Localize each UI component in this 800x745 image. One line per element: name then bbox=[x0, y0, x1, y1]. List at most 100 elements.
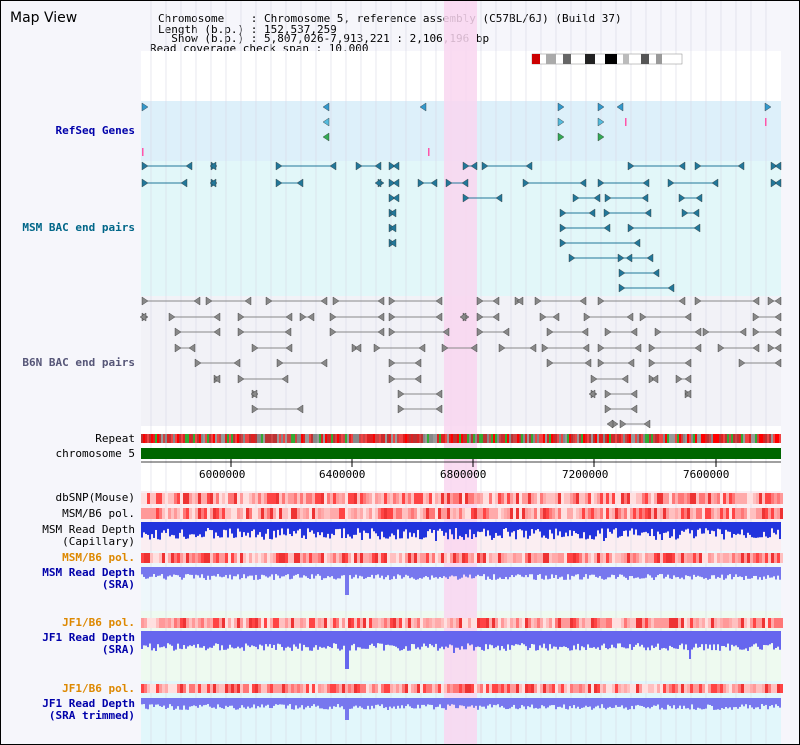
feature-arrow bbox=[684, 312, 692, 322]
feature-arrow bbox=[619, 419, 627, 429]
feature-arrow bbox=[774, 178, 782, 188]
feature-arrow bbox=[618, 268, 626, 278]
repeat-label: Repeat bbox=[95, 432, 135, 445]
feature-arrow bbox=[193, 296, 201, 306]
feature-arrow bbox=[188, 343, 196, 353]
feature-arrow bbox=[643, 419, 651, 429]
feature-arrow bbox=[626, 312, 634, 322]
feature-arrow bbox=[442, 327, 450, 337]
feature-arrow bbox=[603, 208, 611, 218]
feature-arrow bbox=[185, 161, 193, 171]
feature-arrow bbox=[617, 253, 625, 263]
refseq-genes-label[interactable]: RefSeq Genes bbox=[55, 124, 135, 137]
feature-tick bbox=[142, 148, 144, 156]
msm-depth-sra-label[interactable]: MSM Read Depth bbox=[42, 566, 135, 579]
feature-arrow bbox=[641, 193, 649, 203]
chromosome-bar bbox=[141, 448, 781, 459]
feature-arrow bbox=[525, 161, 533, 171]
feature-arrow bbox=[667, 178, 675, 188]
feature-arrow bbox=[627, 223, 635, 233]
feature-arrow bbox=[233, 358, 241, 368]
feature-arrow bbox=[285, 312, 293, 322]
feature-arrow bbox=[492, 312, 500, 322]
jf1-depth-trim-label[interactable]: JF1 Read Depth bbox=[42, 697, 135, 710]
feature-arrow bbox=[559, 223, 567, 233]
feature-arrow bbox=[296, 404, 304, 414]
feature-arrow bbox=[692, 208, 700, 218]
feature-arrow bbox=[597, 178, 605, 188]
feature-arrow bbox=[139, 312, 147, 322]
feature-arrow bbox=[194, 358, 202, 368]
feature-arrow bbox=[581, 327, 589, 337]
b6n-bac-label[interactable]: B6N BAC end pairs bbox=[22, 356, 135, 369]
feature-arrow bbox=[392, 178, 400, 188]
feature-arrow bbox=[461, 178, 469, 188]
msm-depth-capillary-label[interactable]: MSM Read Depth bbox=[42, 523, 135, 536]
feature-arrow bbox=[329, 161, 337, 171]
feature-arrow bbox=[646, 253, 654, 263]
msm-b6-pol-sra-label[interactable]: MSM/B6 pol. bbox=[62, 551, 135, 564]
coverage-span-info: Read coverage check span : 10,000 bbox=[150, 42, 369, 55]
feature-arrow bbox=[459, 312, 467, 322]
msm-b6-pol-label[interactable]: MSM/B6 pol. bbox=[62, 507, 135, 520]
feature-arrow bbox=[417, 178, 425, 188]
centromere-marker bbox=[532, 54, 540, 64]
feature-arrow bbox=[559, 208, 567, 218]
feature-arrow bbox=[694, 296, 702, 306]
feature-arrow bbox=[568, 253, 576, 263]
feature-arrow bbox=[435, 312, 443, 322]
feature-arrow bbox=[572, 193, 580, 203]
feature-arrow bbox=[435, 389, 443, 399]
feature-arrow bbox=[276, 358, 284, 368]
jf1-depth-sra-label[interactable]: JF1 Read Depth bbox=[42, 631, 135, 644]
jf1-depth-sra-sub: (SRA) bbox=[101, 643, 135, 656]
feature-arrow bbox=[141, 102, 149, 112]
feature-arrow bbox=[593, 193, 601, 203]
msm-bac-label[interactable]: MSM BAC end pairs bbox=[22, 221, 135, 234]
feature-arrow bbox=[604, 404, 612, 414]
feature-arrow bbox=[481, 161, 489, 171]
axis-tick-label: 6800000 bbox=[440, 468, 487, 481]
msm-depth-sra-sub: (SRA) bbox=[101, 578, 135, 591]
feature-arrow bbox=[738, 358, 746, 368]
feature-arrow bbox=[717, 343, 725, 353]
feature-arrow bbox=[329, 327, 337, 337]
feature-arrow bbox=[141, 161, 149, 171]
feature-arrow bbox=[630, 389, 638, 399]
feature-arrow bbox=[597, 358, 605, 368]
feature-arrow bbox=[389, 238, 397, 248]
feature-arrow bbox=[552, 312, 560, 322]
dbsnp-label[interactable]: dbSNP(Mouse) bbox=[55, 491, 135, 504]
feature-arrow bbox=[414, 374, 422, 384]
feature-arrow bbox=[441, 343, 449, 353]
feature-arrow bbox=[648, 358, 656, 368]
jf1-b6-pol-trim-label[interactable]: JF1/B6 pol. bbox=[62, 682, 135, 695]
feature-arrow bbox=[374, 161, 382, 171]
feature-arrow bbox=[752, 327, 760, 337]
feature-arrow bbox=[244, 296, 252, 306]
feature-arrow bbox=[377, 312, 385, 322]
feature-arrow bbox=[388, 358, 396, 368]
feature-arrow bbox=[388, 193, 396, 203]
feature-arrow bbox=[684, 389, 692, 399]
feature-arrow bbox=[251, 343, 259, 353]
feature-arrow bbox=[774, 327, 782, 337]
feature-arrow bbox=[470, 161, 478, 171]
feature-arrow bbox=[275, 161, 283, 171]
feature-arrow bbox=[237, 327, 245, 337]
feature-arrow bbox=[516, 296, 524, 306]
feature-arrow bbox=[634, 343, 642, 353]
feature-arrow bbox=[774, 296, 782, 306]
feature-arrow bbox=[285, 343, 293, 353]
feature-arrow bbox=[684, 358, 692, 368]
feature-arrow bbox=[767, 296, 775, 306]
feature-arrow bbox=[529, 343, 537, 353]
feature-arrow bbox=[389, 208, 397, 218]
feature-arrow bbox=[588, 208, 596, 218]
jf1-b6-pol-label[interactable]: JF1/B6 pol. bbox=[62, 616, 135, 629]
feature-arrow bbox=[767, 343, 775, 353]
feature-arrow bbox=[476, 296, 484, 306]
feature-tick bbox=[765, 118, 767, 126]
feature-arrow bbox=[752, 296, 760, 306]
